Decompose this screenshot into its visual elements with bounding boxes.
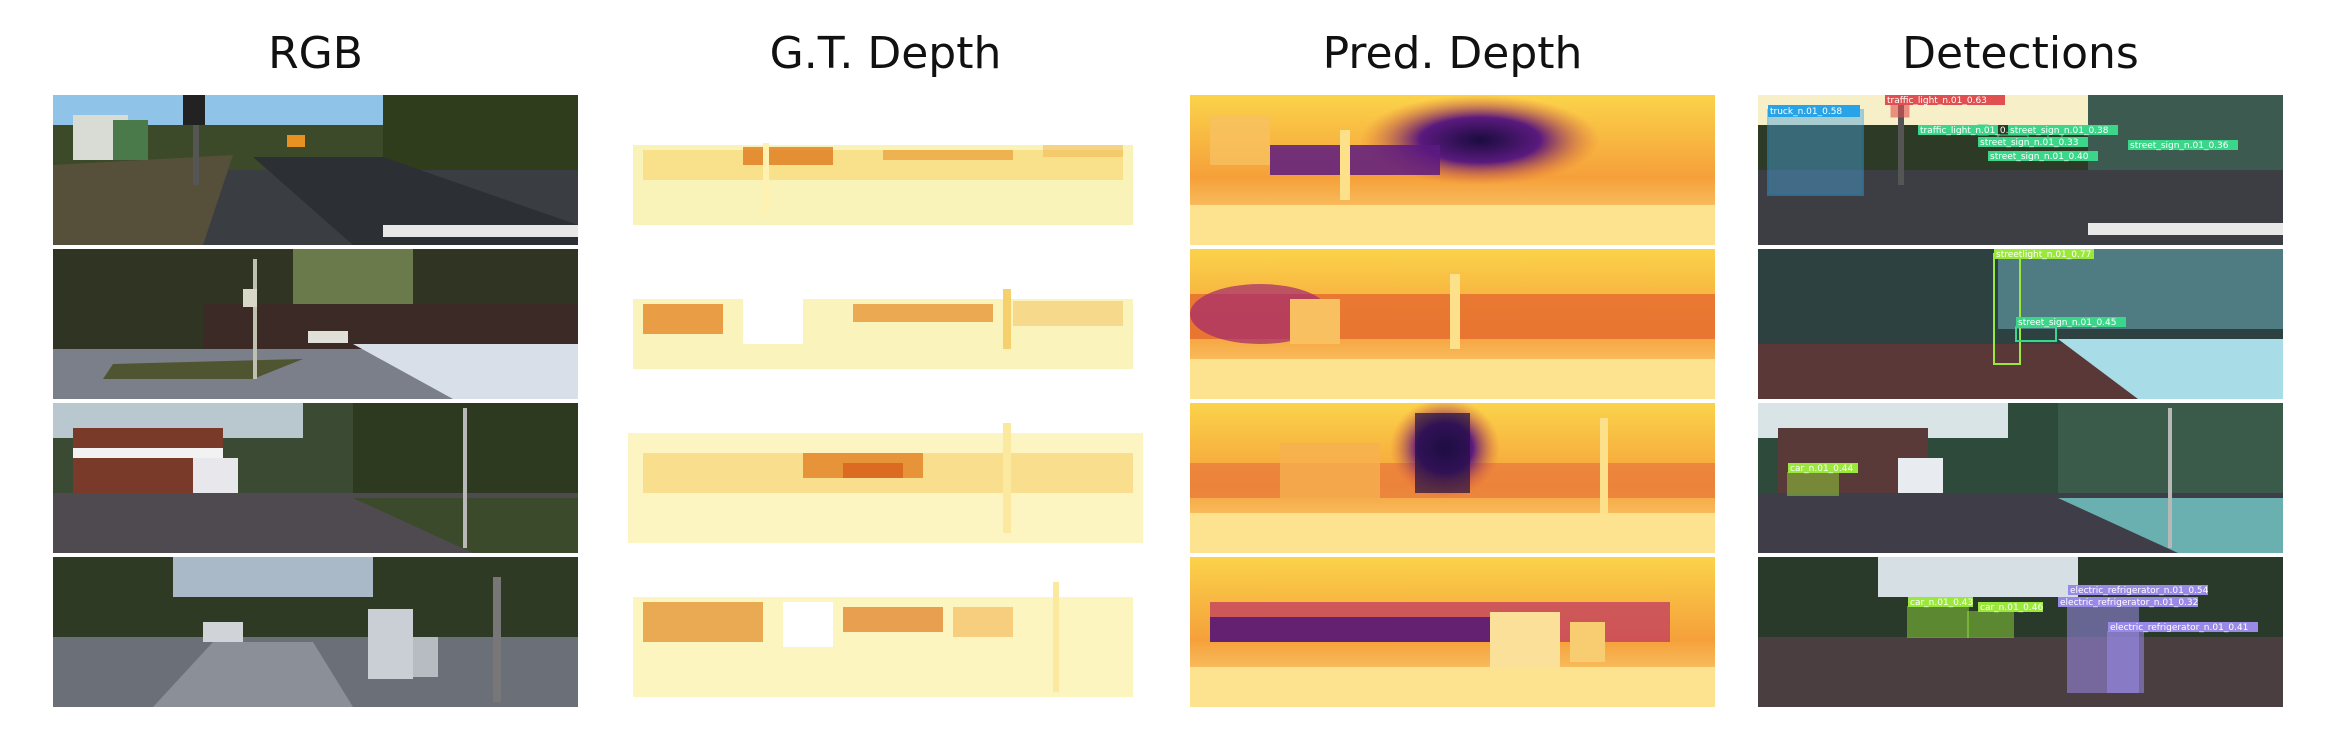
gt-depth-image-row-3 [623,403,1148,553]
det-label: electric_refrigerator_n.01_0.41 [2110,623,2248,633]
pred-depth-image-row-2 [1190,249,1715,399]
det-label: traffic_light_n.01_0.63 [1887,96,1987,106]
rgb-image-row-1 [53,95,578,245]
pred-depth-image-row-3 [1190,403,1715,553]
det-label: car_n.01_0.46 [1980,603,2043,613]
column-title-gt-depth: G.T. Depth [769,28,1002,79]
gt-depth-image-row-2 [623,249,1148,399]
detection-box-truck [1767,109,1864,196]
detections-image-row-1: truck_n.01_0.58 traffic_light_n.01_0.63 … [1758,95,2283,245]
det-label: traffic_light_n.01_0.2 [1920,126,2014,136]
detections-image-row-3: car_n.01_0.44 [1758,403,2283,553]
column-title-pred-depth: Pred. Depth [1322,28,1583,79]
pred-depth-image-row-1 [1190,95,1715,245]
det-label: street_sign_n.01_0.33 [1980,138,2079,148]
det-label: street_sign_n.01_0.36 [2130,141,2229,151]
det-label: car_n.01_0.43 [1910,598,1973,608]
column-title-detections: Detections [1902,28,2139,79]
rgb-image-row-3 [53,403,578,553]
det-label: electric_refrigerator_n.01_0.54 [2070,586,2209,596]
rgb-image-row-2 [53,249,578,399]
det-label: car_n.01_0.44 [1790,464,1853,474]
rgb-image-row-4 [53,557,578,707]
det-label: electric_refrigerator_n.01_0.32 [2060,598,2198,608]
gt-depth-image-row-1 [623,95,1148,245]
column-title-rgb: RGB [268,28,363,79]
detection-labels-row-1: truck_n.01_0.58 traffic_light_n.01_0.63 … [1768,95,2238,162]
det-label: street_sign_n.01_0.38 [2010,126,2109,136]
det-label: street_sign_n.01_0.40 [1990,152,2089,162]
det-label: streetlight_n.01_0.77 [1996,250,2091,260]
det-label: street_sign_n.01_0.45 [2018,318,2117,328]
detections-image-row-4: car_n.01_0.43 car_n.01_0.46 electric_ref… [1758,557,2283,707]
det-label: truck_n.01_0.58 [1770,107,1842,117]
pred-depth-image-row-4 [1190,557,1715,707]
detections-image-row-2: streetlight_n.01_0.77 street_sign_n.01_0… [1758,249,2283,399]
gt-depth-image-row-4 [623,557,1148,707]
